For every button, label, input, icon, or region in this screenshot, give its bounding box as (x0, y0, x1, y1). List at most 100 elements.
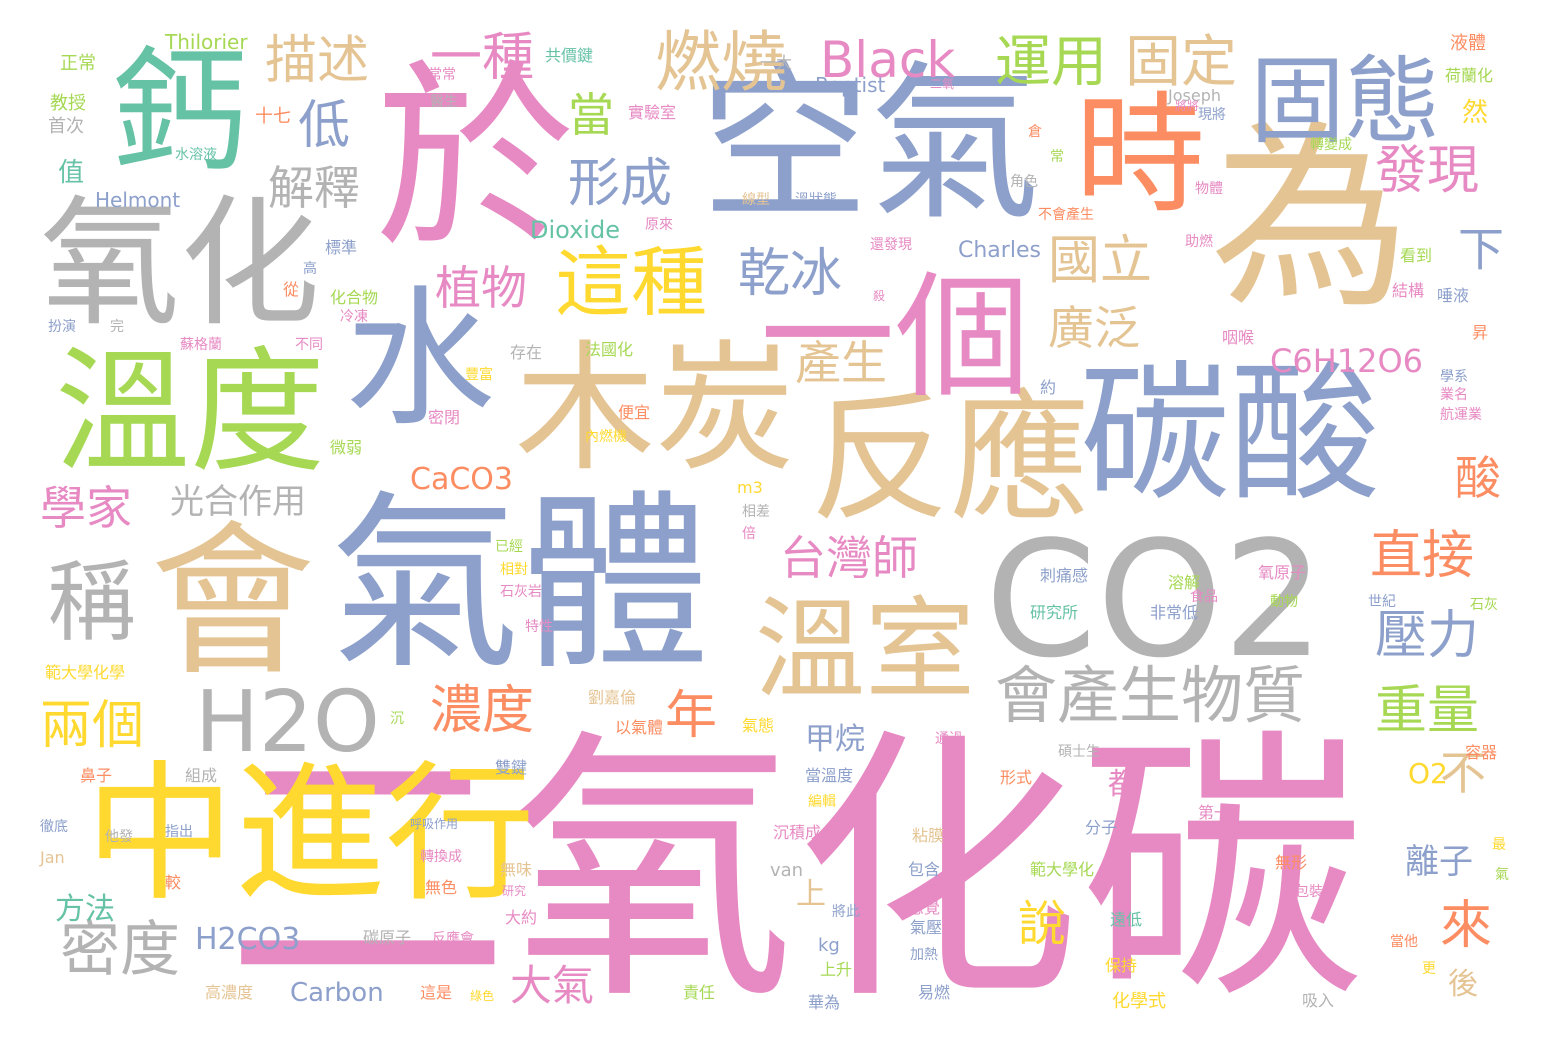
word: 昇 (1472, 323, 1489, 342)
word: 溶解 (1168, 573, 1201, 592)
word: 反應 (810, 378, 1091, 541)
word: 倍 (742, 526, 756, 542)
word: 範大學化學 (45, 663, 126, 682)
word: 遠低 (1110, 910, 1143, 929)
word: 無味 (500, 860, 533, 879)
word: 說 (1018, 896, 1067, 952)
word: 碳原子 (363, 928, 412, 947)
word: 吸入 (1302, 991, 1335, 1010)
word: 產生 (795, 336, 887, 390)
word: 離子 (1405, 842, 1473, 882)
word: 上 (796, 877, 826, 912)
word: 正常 (60, 53, 96, 74)
word: 共價鍵 (545, 46, 594, 65)
word: 醫生 (430, 94, 458, 110)
word: 分子 (1085, 818, 1118, 837)
word: 形成 (568, 154, 673, 214)
word: 二氧 (930, 77, 955, 91)
word: 他發 (105, 829, 133, 845)
word: 一種 (430, 28, 535, 88)
word: 感覺 (908, 898, 941, 917)
word: 編輯 (808, 794, 836, 810)
word: 動物 (1270, 594, 1298, 610)
word: 助燃 (1185, 234, 1213, 250)
word: 時 (1075, 79, 1206, 231)
word: 法國化 (585, 340, 634, 359)
word: 水溶液 (175, 147, 217, 163)
word: H2CO3 (195, 922, 301, 957)
word: 以氣體 (615, 718, 664, 737)
word: 原來 (645, 217, 673, 233)
word: 溫度 (55, 334, 325, 491)
word: 容器 (1465, 743, 1498, 762)
word: 存在 (510, 343, 543, 362)
word: 來 (1440, 896, 1493, 956)
word: 水 (345, 273, 496, 447)
word: 大氣 (510, 961, 595, 1010)
word: 然 (1462, 98, 1489, 128)
word: 後 (1448, 967, 1478, 1002)
word: m3 (737, 478, 763, 497)
word: 空氣 (700, 46, 1041, 244)
word: 年 (665, 686, 718, 746)
word: 形式 (1000, 768, 1033, 787)
word: 粘膜 (912, 826, 945, 845)
word: 溫室 (755, 586, 975, 714)
word: 世紀 (1368, 594, 1396, 610)
word: 二氧化碳 (225, 706, 1365, 1038)
word: 殺 (873, 289, 886, 303)
word: 學系 (1440, 369, 1468, 385)
word: 當溫度 (805, 766, 854, 785)
word: 密度 (60, 915, 180, 985)
word: 下 (1451, 225, 1505, 271)
word: 一個 (760, 259, 1030, 416)
word: 會 (150, 506, 315, 698)
word: Jan (40, 848, 65, 867)
word: 包裝 (1295, 884, 1323, 900)
word: 溫狀態 (795, 192, 837, 208)
word: 高濃度 (205, 983, 254, 1002)
word: 物體 (1195, 181, 1223, 197)
word: CO2 (985, 506, 1325, 693)
word: 鼻子 (80, 766, 113, 785)
word: 氣態 (742, 716, 775, 735)
word: 豐富 (465, 367, 493, 383)
word: 都 (1108, 767, 1138, 802)
word: 當 (568, 88, 614, 142)
word: 較 (165, 873, 182, 892)
word: 唾液 (1437, 286, 1470, 305)
word: 這是 (420, 983, 453, 1002)
word: 荷蘭化 (1445, 66, 1494, 85)
word: 甲烷 (805, 722, 865, 757)
word: 高 (303, 261, 317, 277)
word: Baptist (815, 73, 886, 97)
word: 從 (283, 280, 300, 299)
word: Black (820, 31, 956, 89)
word: 廣泛 (1048, 301, 1140, 355)
word: 氣體 (330, 474, 711, 695)
word: 氧原子 (1258, 563, 1307, 582)
word: 上升 (820, 960, 853, 979)
word: 業名 (1440, 387, 1468, 403)
word: 中進行 (85, 748, 536, 922)
word: 便宜 (618, 403, 651, 422)
word: 化學式 (1112, 991, 1166, 1012)
word: 轉換成 (420, 849, 462, 865)
word: Charles (958, 238, 1041, 263)
word: 航運業 (1440, 407, 1482, 423)
word: 會產生物質 (995, 659, 1306, 732)
word: 石灰 (1470, 597, 1498, 613)
word: 包含 (908, 860, 941, 879)
word: 氧化 (40, 183, 321, 346)
word: 將此 (832, 904, 860, 920)
word: 扮演 (48, 319, 76, 335)
word: 內燃機 (585, 429, 627, 445)
word: 指出 (165, 824, 193, 840)
word: 一大 (760, 53, 793, 72)
word: 看到 (1400, 246, 1433, 265)
word: 光合作用 (170, 482, 306, 522)
word: 結構 (1392, 281, 1425, 300)
word: 易燃 (918, 983, 951, 1002)
word: 濃度 (430, 681, 535, 741)
